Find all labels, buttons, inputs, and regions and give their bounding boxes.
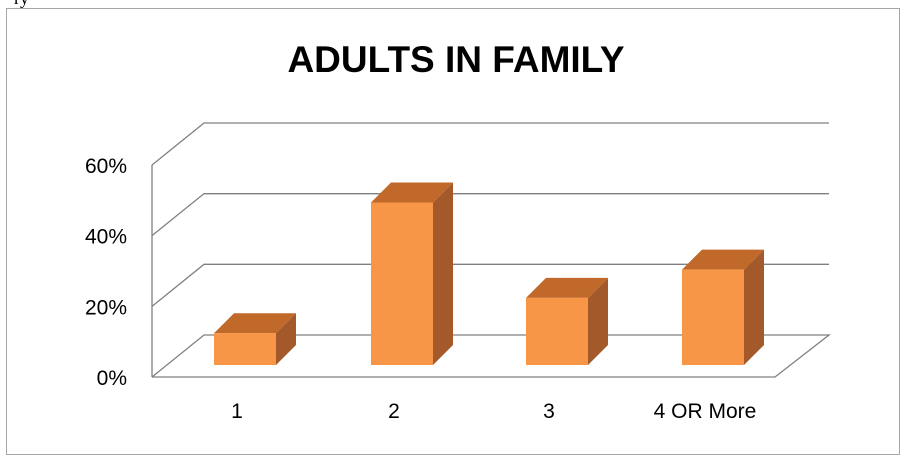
bar-front: [526, 297, 588, 365]
bar-4-or-more: [682, 249, 764, 365]
cropped-top-text: ry: [14, 0, 29, 9]
bar-top: [371, 182, 453, 203]
gridline-20: [151, 263, 829, 307]
bar-top: [526, 277, 608, 298]
bar-3: [526, 277, 608, 365]
y-axis-ticks: 0% 20% 40% 60%: [85, 155, 127, 390]
chart-title: ADULTS IN FAMILY: [287, 39, 624, 80]
chart-area: ADULTS IN FAMILY 0% 20% 40% 60% 1 2 3 4 OR Mor…: [85, 39, 831, 423]
gridline-0: [151, 334, 831, 378]
x-axis-ticks: 1 2 3 4 OR More: [231, 400, 756, 423]
bar-side: [433, 182, 453, 365]
y-tick-label: 40%: [85, 226, 127, 249]
y-tick-label: 20%: [85, 296, 127, 319]
gridline-60: [151, 122, 829, 166]
gridline-40: [151, 193, 829, 237]
x-tick-label: 3: [543, 400, 555, 423]
bar-side: [588, 277, 608, 365]
bar-1: [214, 313, 296, 365]
bar-side: [744, 249, 764, 365]
bar-front: [682, 269, 744, 365]
x-tick-label: 4 OR More: [654, 400, 757, 423]
bar-2: [371, 182, 453, 365]
x-tick-label: 1: [231, 400, 243, 423]
bar-top: [682, 249, 764, 270]
grid-layer: [151, 122, 831, 378]
bar-side: [276, 313, 296, 365]
x-tick-label: 2: [388, 400, 400, 423]
y-tick-label: 60%: [85, 155, 127, 178]
bar-front: [214, 333, 276, 365]
bar-top: [214, 313, 296, 334]
chart-frame: ADULTS IN FAMILY 0% 20% 40% 60% 1 2 3 4 OR Mor…: [6, 8, 900, 455]
bar-front: [371, 202, 433, 365]
bars-layer: [214, 182, 764, 365]
y-tick-label: 0%: [97, 367, 127, 390]
